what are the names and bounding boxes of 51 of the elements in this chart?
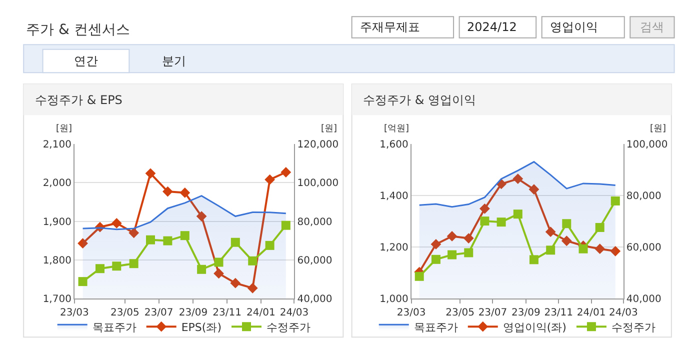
y-tick-label: 1,600 (380, 140, 408, 151)
y2-tick-label: 60,000 (297, 255, 332, 266)
text: 주가 & 컨센서스 (26, 22, 130, 38)
y-tick-label: 2,100 (42, 140, 72, 151)
x-tick-label: 23/03 (396, 308, 426, 319)
y-tick-label: 1,800 (42, 255, 72, 266)
x-tick-label: 24/03 (280, 308, 309, 319)
y-tick-label: 2,000 (42, 178, 72, 190)
y-axis-title: [억원] (384, 124, 410, 134)
x-tick-label: 24/01 (576, 308, 606, 319)
x-tick-label: 23/09 (512, 308, 540, 319)
x-tick-label: 23/09 (178, 308, 208, 319)
x-tick-label: 23/05 (446, 308, 474, 319)
legend-label: 목표주가 (414, 320, 458, 334)
text: 2024/12 (467, 20, 517, 34)
y-tick-label: 1,000 (380, 294, 408, 306)
text: 분기 (162, 54, 186, 68)
x-tick-label: 23/07 (478, 308, 508, 319)
x-tick-label: 23/07 (144, 308, 174, 319)
x-tick-label: 24/01 (246, 308, 276, 319)
legend-label: 수정주가 (611, 320, 656, 334)
y2-tick-label: 100,000 (297, 178, 339, 190)
y-tick-label: 1,200 (380, 242, 408, 254)
y2-tick-label: 40,000 (297, 294, 332, 306)
y2-tick-label: 60,000 (626, 242, 662, 254)
y2-axis-title: [원] (321, 124, 338, 134)
y2-tick-label: 100,000 (626, 140, 668, 151)
y-tick-label: 1,400 (380, 191, 408, 202)
x-tick-label: 23/03 (60, 308, 89, 319)
x-tick-label: 23/11 (212, 308, 242, 319)
legend-label: 목표주가 (92, 320, 136, 334)
y-tick-label: 1,900 (42, 216, 72, 228)
text: 주재무제표 (360, 20, 420, 34)
chart-title: 수정주가 & 영업이익 (363, 93, 476, 107)
text: 영업이익 (550, 20, 598, 34)
y2-tick-label: 40,000 (626, 294, 662, 306)
y-tick-label: 1,700 (42, 294, 72, 306)
x-tick-label: 24/03 (609, 308, 638, 319)
x-tick-label: 23/11 (544, 308, 574, 319)
text: 검색 (640, 20, 664, 34)
y2-axis-title: [원] (650, 124, 666, 134)
text: 연간 (74, 54, 98, 68)
y-axis-title: [원] (56, 124, 72, 134)
y2-tick-label: 120,000 (297, 140, 339, 151)
legend-label: 영업이익(좌) (502, 320, 566, 334)
y2-tick-label: 80,000 (297, 216, 332, 228)
legend-label: 수정주가 (266, 320, 311, 334)
chart-title: 수정주가 & EPS (35, 93, 122, 107)
legend-label: EPS(좌) (181, 320, 222, 334)
x-tick-label: 23/05 (110, 308, 140, 319)
y2-tick-label: 80,000 (626, 191, 662, 202)
